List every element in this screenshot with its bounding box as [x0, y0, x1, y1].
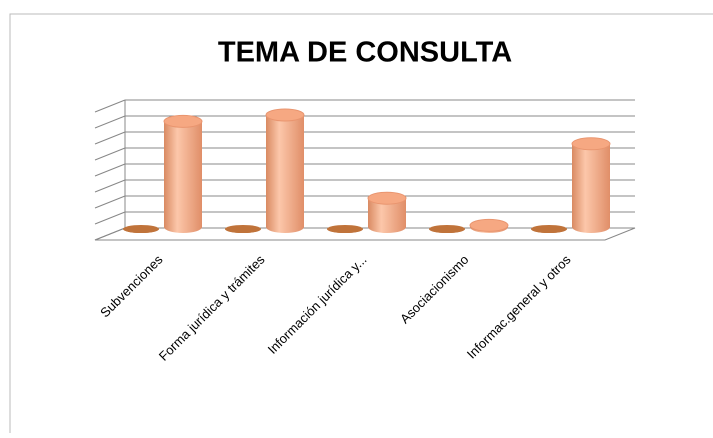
x-tick-label: Información jurídica y... — [265, 252, 370, 357]
cylinder — [571, 137, 611, 233]
side-grid-line — [94, 163, 126, 177]
cylinder-top — [429, 225, 465, 233]
cylinder-body — [368, 198, 406, 233]
cylinder-top — [265, 108, 305, 122]
cylinder — [531, 225, 567, 233]
x-tick-label: Forma jurídica y trámites — [156, 252, 268, 364]
cylinder-top — [327, 225, 363, 233]
frame — [9, 13, 713, 433]
cylinder — [123, 225, 159, 233]
side-grid-line — [94, 99, 126, 113]
side-grid-line — [94, 115, 126, 129]
cylinder — [327, 225, 363, 233]
cylinder-body — [572, 143, 610, 233]
cylinder-top — [225, 225, 261, 233]
cylinder-top — [531, 225, 567, 233]
cylinder — [163, 114, 203, 233]
chart-title: TEMA DE CONSULTA — [218, 37, 512, 69]
side-grid-line — [94, 147, 126, 161]
cylinder-top — [163, 114, 203, 128]
cylinder — [265, 108, 305, 233]
side-grid-line — [94, 227, 126, 241]
cylinder-top — [123, 225, 159, 233]
cylinder — [429, 225, 465, 233]
cylinder — [367, 191, 407, 233]
side-grid-line — [94, 211, 126, 225]
cylinder-body — [266, 115, 304, 233]
side-grid-line — [94, 131, 126, 145]
cylinder-body — [164, 121, 202, 233]
cylinder-top — [571, 137, 611, 151]
side-grid-line — [94, 179, 126, 193]
cylinder-top — [367, 191, 407, 205]
cylinder — [225, 225, 261, 233]
x-tick-label: Subvenciones — [97, 252, 166, 321]
cylinder-top — [469, 218, 509, 232]
x-tick-label: Asociacionismo — [397, 252, 471, 326]
side-grid-line — [94, 195, 126, 209]
cylinder — [469, 218, 509, 233]
x-tick-label: Informac.general y otros — [464, 252, 574, 362]
